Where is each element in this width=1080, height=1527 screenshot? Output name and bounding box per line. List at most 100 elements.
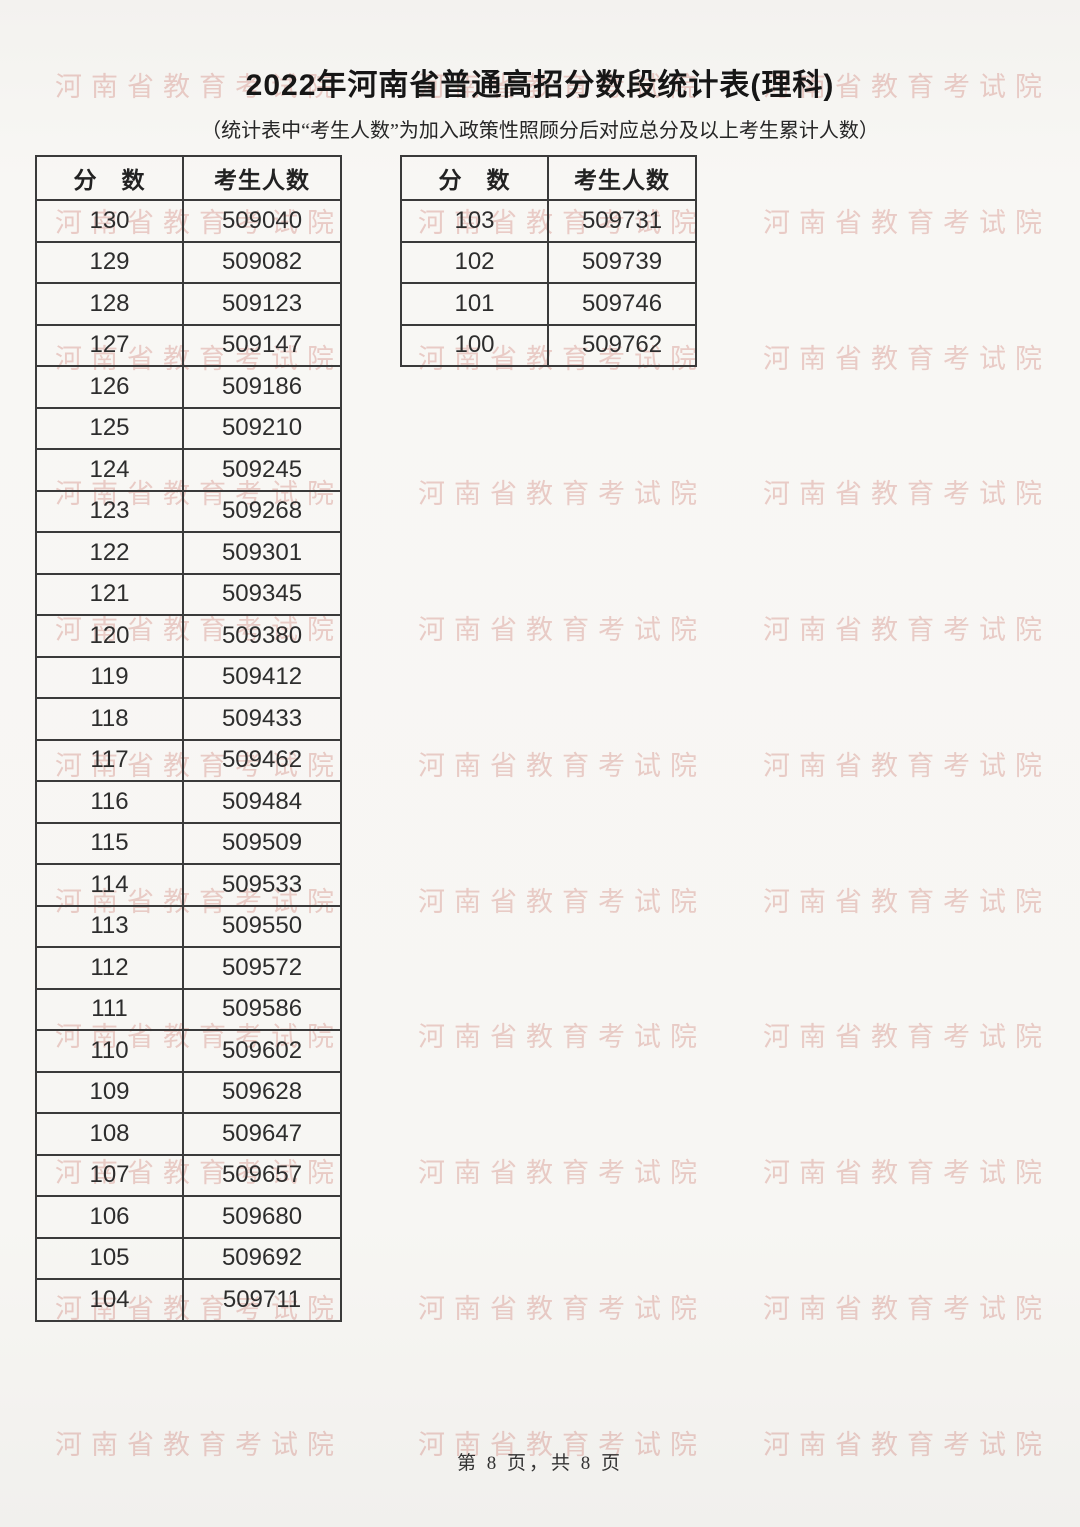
count-cell: 509586 bbox=[182, 987, 342, 1031]
score-cell: 101 bbox=[400, 282, 549, 326]
table-row: 119 509412 bbox=[35, 655, 342, 699]
count-cell: 509533 bbox=[182, 863, 342, 907]
count-cell: 509210 bbox=[182, 406, 342, 450]
count-cell: 509647 bbox=[182, 1112, 342, 1156]
page-subtitle: （统计表中“考生人数”为加入政策性照顾分后对应总分及以上考生累计人数） bbox=[201, 120, 879, 142]
count-cell: 509268 bbox=[182, 489, 342, 533]
table-row: 104 509711 bbox=[35, 1278, 342, 1322]
table-row: 105 509692 bbox=[35, 1236, 342, 1280]
score-cell: 113 bbox=[35, 904, 184, 948]
score-cell: 121 bbox=[35, 572, 184, 616]
count-cell: 509602 bbox=[182, 1029, 342, 1073]
table-header: 分 数 考生人数 bbox=[400, 155, 697, 201]
table-row: 125 509210 bbox=[35, 406, 342, 450]
watermark-text: 河南省教育考试院 bbox=[763, 615, 1051, 645]
table-row: 112 509572 bbox=[35, 946, 342, 990]
score-cell: 116 bbox=[35, 780, 184, 824]
count-cell: 509680 bbox=[182, 1195, 342, 1239]
count-cell: 509628 bbox=[182, 1070, 342, 1114]
watermark-text: 河南省教育考试院 bbox=[763, 1294, 1051, 1324]
score-cell: 126 bbox=[35, 365, 184, 409]
watermark-text: 河南省教育考试院 bbox=[763, 72, 1051, 102]
table-row: 124 509245 bbox=[35, 448, 342, 492]
score-cell: 110 bbox=[35, 1029, 184, 1073]
count-cell: 509692 bbox=[182, 1236, 342, 1280]
score-cell: 125 bbox=[35, 406, 184, 450]
page-footer: 第 8 页，共 8 页 bbox=[456, 1453, 623, 1474]
table-row: 100 509762 bbox=[400, 323, 697, 367]
watermark-text: 河南省教育考试院 bbox=[418, 1022, 706, 1052]
score-cell: 129 bbox=[35, 240, 184, 284]
score-cell: 118 bbox=[35, 697, 184, 741]
count-cell: 509433 bbox=[182, 697, 342, 741]
count-cell: 509345 bbox=[182, 572, 342, 616]
table-row: 107 509657 bbox=[35, 1153, 342, 1197]
count-cell: 509123 bbox=[182, 282, 342, 326]
watermark-text: 河南省教育考试院 bbox=[418, 1158, 706, 1188]
table-row: 118 509433 bbox=[35, 697, 342, 741]
watermark-text: 河南省教育考试院 bbox=[418, 72, 706, 102]
score-cell: 127 bbox=[35, 323, 184, 367]
count-cell: 509484 bbox=[182, 780, 342, 824]
score-cell: 114 bbox=[35, 863, 184, 907]
column-header-count: 考生人数 bbox=[182, 155, 342, 201]
watermark-text: 河南省教育考试院 bbox=[55, 1430, 343, 1460]
column-header-count: 考生人数 bbox=[547, 155, 697, 201]
score-cell: 128 bbox=[35, 282, 184, 326]
watermark-text: 河南省教育考试院 bbox=[763, 1430, 1051, 1460]
score-cell: 102 bbox=[400, 240, 549, 284]
score-table-right: 分 数 考生人数 103 509731 102 509739 101 509746 100 5… bbox=[400, 155, 697, 367]
score-cell: 112 bbox=[35, 946, 184, 990]
watermark-text: 河南省教育考试院 bbox=[418, 887, 706, 917]
count-cell: 509245 bbox=[182, 448, 342, 492]
watermark-text: 河南省教育考试院 bbox=[418, 751, 706, 781]
watermark-text: 河南省教育考试院 bbox=[763, 479, 1051, 509]
table-row: 115 509509 bbox=[35, 821, 342, 865]
score-cell: 100 bbox=[400, 323, 549, 367]
table-row: 130 509040 bbox=[35, 199, 342, 243]
table-row: 108 509647 bbox=[35, 1112, 342, 1156]
table-body: 103 509731 102 509739 101 509746 100 509762 bbox=[400, 199, 697, 367]
table-header: 分 数 考生人数 bbox=[35, 155, 342, 201]
column-header-score: 分 数 bbox=[400, 155, 549, 201]
watermark-text: 河南省教育考试院 bbox=[763, 1158, 1051, 1188]
table-row: 127 509147 bbox=[35, 323, 342, 367]
count-cell: 509572 bbox=[182, 946, 342, 990]
column-header-score: 分 数 bbox=[35, 155, 184, 201]
table-row: 109 509628 bbox=[35, 1070, 342, 1114]
count-cell: 509550 bbox=[182, 904, 342, 948]
table-row: 116 509484 bbox=[35, 780, 342, 824]
page-title: 2022年河南省普通高招分数段统计表(理科) bbox=[245, 69, 835, 102]
table-row: 117 509462 bbox=[35, 738, 342, 782]
score-cell: 108 bbox=[35, 1112, 184, 1156]
score-cell: 115 bbox=[35, 821, 184, 865]
score-cell: 124 bbox=[35, 448, 184, 492]
watermark-text: 河南省教育考试院 bbox=[55, 72, 343, 102]
watermark-text: 河南省教育考试院 bbox=[763, 887, 1051, 917]
score-cell: 119 bbox=[35, 655, 184, 699]
count-cell: 509186 bbox=[182, 365, 342, 409]
watermark-text: 河南省教育考试院 bbox=[763, 751, 1051, 781]
count-cell: 509762 bbox=[547, 323, 697, 367]
count-cell: 509380 bbox=[182, 614, 342, 658]
score-cell: 111 bbox=[35, 987, 184, 1031]
table-row: 128 509123 bbox=[35, 282, 342, 326]
count-cell: 509082 bbox=[182, 240, 342, 284]
table-row: 129 509082 bbox=[35, 240, 342, 284]
count-cell: 509462 bbox=[182, 738, 342, 782]
table-row: 106 509680 bbox=[35, 1195, 342, 1239]
score-cell: 123 bbox=[35, 489, 184, 533]
score-cell: 122 bbox=[35, 531, 184, 575]
watermark-text: 河南省教育考试院 bbox=[418, 1430, 706, 1460]
table-header-row: 分 数 考生人数 bbox=[400, 155, 697, 201]
count-cell: 509746 bbox=[547, 282, 697, 326]
score-cell: 130 bbox=[35, 199, 184, 243]
score-table-left: 分 数 考生人数 130 509040 129 509082 128 509123 127 5… bbox=[35, 155, 342, 1322]
table-row: 111 509586 bbox=[35, 987, 342, 1031]
count-cell: 509731 bbox=[547, 199, 697, 243]
table-row: 123 509268 bbox=[35, 489, 342, 533]
count-cell: 509657 bbox=[182, 1153, 342, 1197]
table-body: 130 509040 129 509082 128 509123 127 509147 126 5… bbox=[35, 199, 342, 1322]
table-row: 120 509380 bbox=[35, 614, 342, 658]
